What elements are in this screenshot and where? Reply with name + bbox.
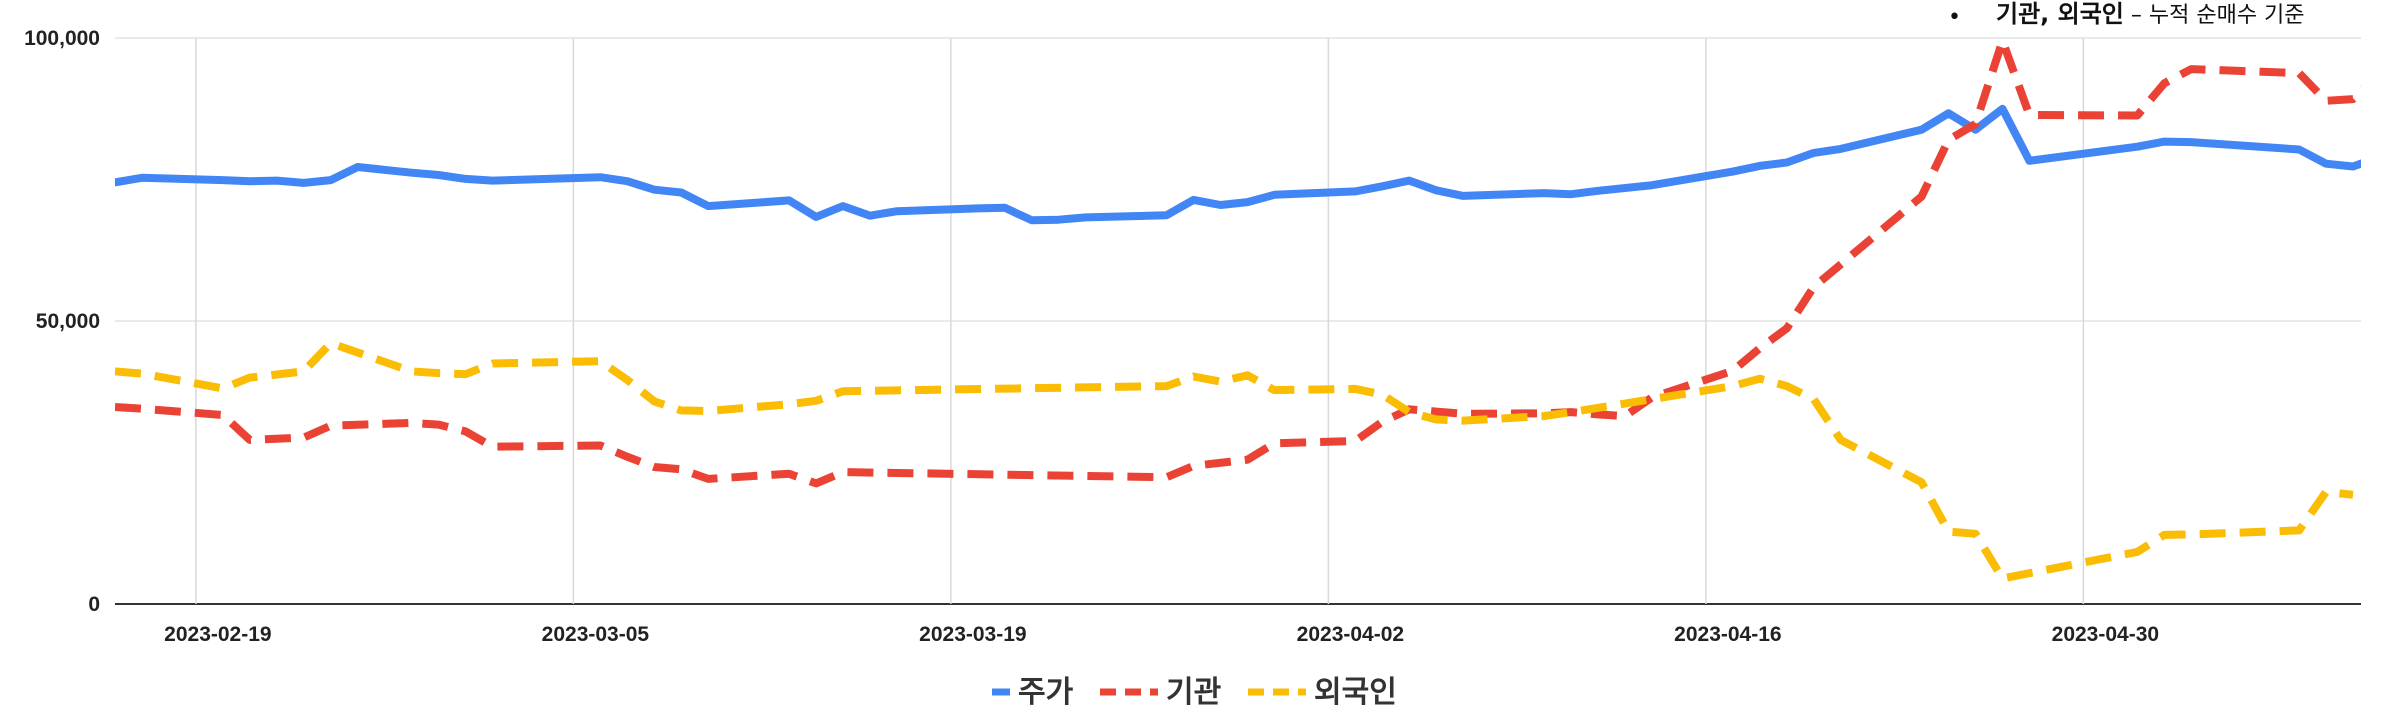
y-tick-label: 0 [88, 593, 100, 616]
x-tick-label: 2023-03-19 [919, 623, 1026, 646]
legend: 주가 기관 외국인 [992, 675, 1397, 710]
annotation-main: 기관, 외국인 [1996, 0, 2124, 28]
annotation-bullet: • [1948, 5, 1961, 30]
series-lines [115, 36, 2361, 583]
series-line-외국인 [115, 339, 2354, 583]
y-tick-label: 100,000 [24, 27, 100, 50]
legend-label: 외국인 [1314, 675, 1397, 710]
legend-item: 외국인 [1248, 675, 1397, 710]
series-line-기관 [115, 36, 2361, 488]
axes: 0 50,000 100,000 2023-02-19 2023-03-05 2023-0… [24, 27, 2159, 646]
legend-label: 기관 [1166, 675, 1221, 710]
x-tick-label: 2023-04-16 [1674, 623, 1781, 646]
legend-item: 주가 [992, 675, 1074, 710]
x-tick-label: 2023-03-05 [542, 623, 650, 646]
annotation-dash: – [2124, 3, 2149, 28]
svg-text:기관, 외국인 – 누적 순매수 기준: 기관, 외국인 – 누적 순매수 기준 [1996, 0, 2305, 28]
legend-label: 주가 [1018, 675, 1074, 710]
series-line-주가 [115, 104, 2361, 225]
annotation-detail: 누적 순매수 기준 [2149, 3, 2305, 28]
legend-item: 기관 [1100, 675, 1221, 710]
gridlines [115, 37, 2361, 605]
x-tick-label: 2023-04-02 [1297, 623, 1404, 646]
y-tick-label: 50,000 [36, 310, 100, 333]
annotation-note: • 기관, 외국인 – 누적 순매수 기준 [1948, 0, 2305, 30]
x-tick-label: 2023-04-30 [2052, 623, 2159, 646]
x-tick-label: 2023-02-19 [164, 623, 271, 646]
